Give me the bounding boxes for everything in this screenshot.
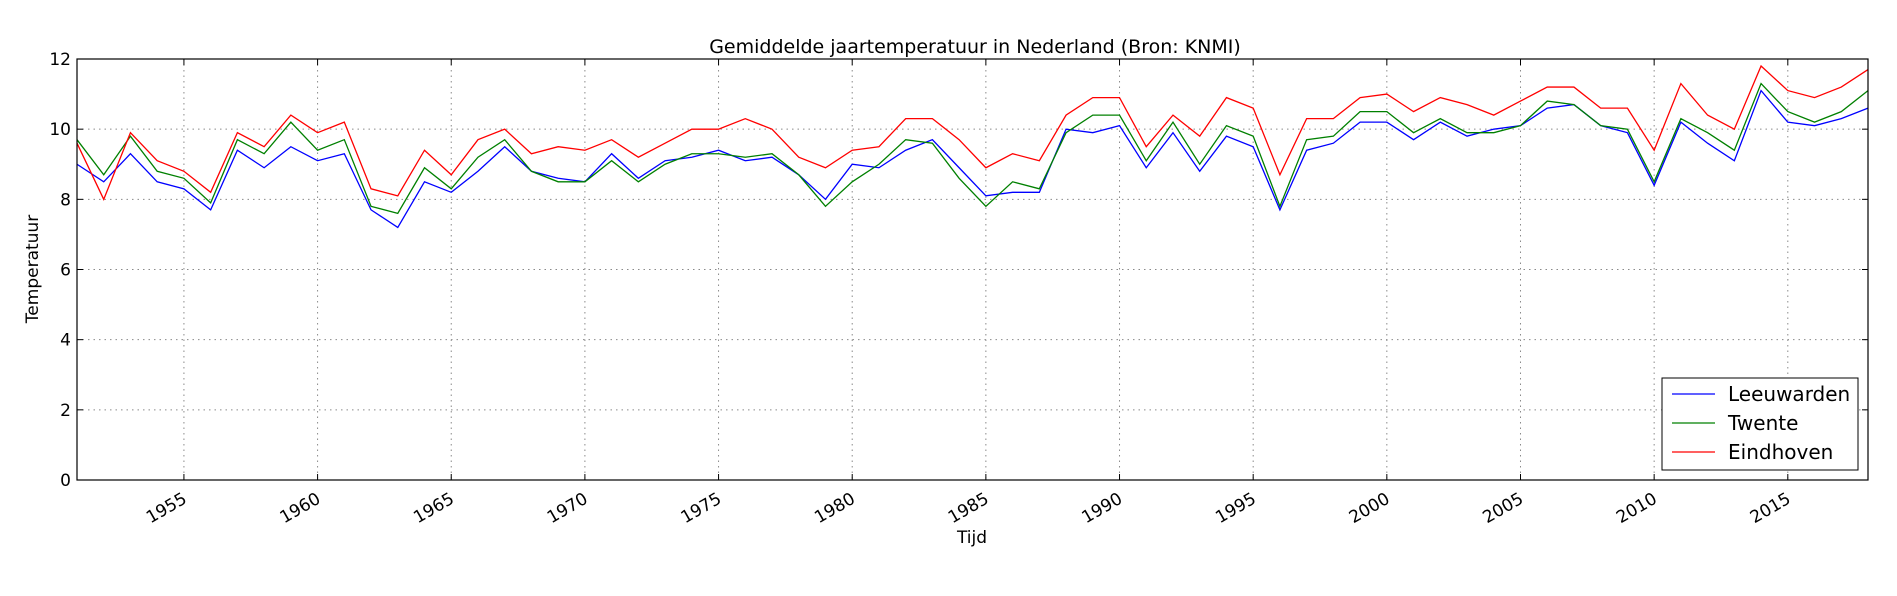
legend-label: Leeuwarden: [1728, 382, 1850, 406]
x-tick-label: 1960: [277, 489, 324, 528]
chart-title: Gemiddelde jaartemperatuur in Nederland …: [709, 36, 1241, 58]
y-tick-label: 6: [60, 261, 71, 281]
y-axis: 0 2 4 6 8 10 12: [49, 50, 1868, 491]
y-tick-label: 8: [60, 190, 71, 210]
series-line-leeuwarden: [76, 89, 1869, 229]
x-tick-label: 2010: [1613, 489, 1660, 528]
legend: Leeuwarden Twente Eindhoven: [1661, 377, 1859, 471]
legend-box: [1661, 377, 1859, 471]
series-lines: [76, 64, 1869, 229]
legend-label: Eindhoven: [1728, 440, 1833, 464]
y-tick-label: 4: [60, 331, 71, 351]
x-tick-label: 2000: [1346, 489, 1393, 528]
x-tick-label: 1975: [678, 489, 725, 528]
x-axis-label: Tijd: [956, 528, 987, 548]
series-line-twente: [76, 82, 1869, 215]
y-tick-label: 2: [60, 401, 71, 421]
plot-frame: [76, 58, 1869, 481]
grid: [77, 59, 1868, 480]
x-tick-label: 1970: [544, 489, 591, 528]
x-tick-label: 2005: [1480, 489, 1527, 528]
x-tick-label: 1965: [410, 489, 457, 528]
series-line-eindhoven: [76, 64, 1869, 201]
y-tick-label: 12: [49, 50, 71, 70]
x-tick-label: 1990: [1079, 489, 1126, 528]
x-tick-label: 1985: [945, 489, 992, 528]
y-tick-label: 0: [60, 471, 71, 491]
y-axis-label: Temperatuur: [23, 215, 43, 324]
x-tick-label: 1995: [1212, 489, 1259, 528]
x-tick-label: 2015: [1747, 489, 1794, 528]
x-tick-label: 1955: [143, 489, 190, 528]
x-tick-label: 1980: [811, 489, 858, 528]
legend-label: Twente: [1727, 411, 1798, 435]
y-tick-label: 10: [49, 120, 71, 140]
